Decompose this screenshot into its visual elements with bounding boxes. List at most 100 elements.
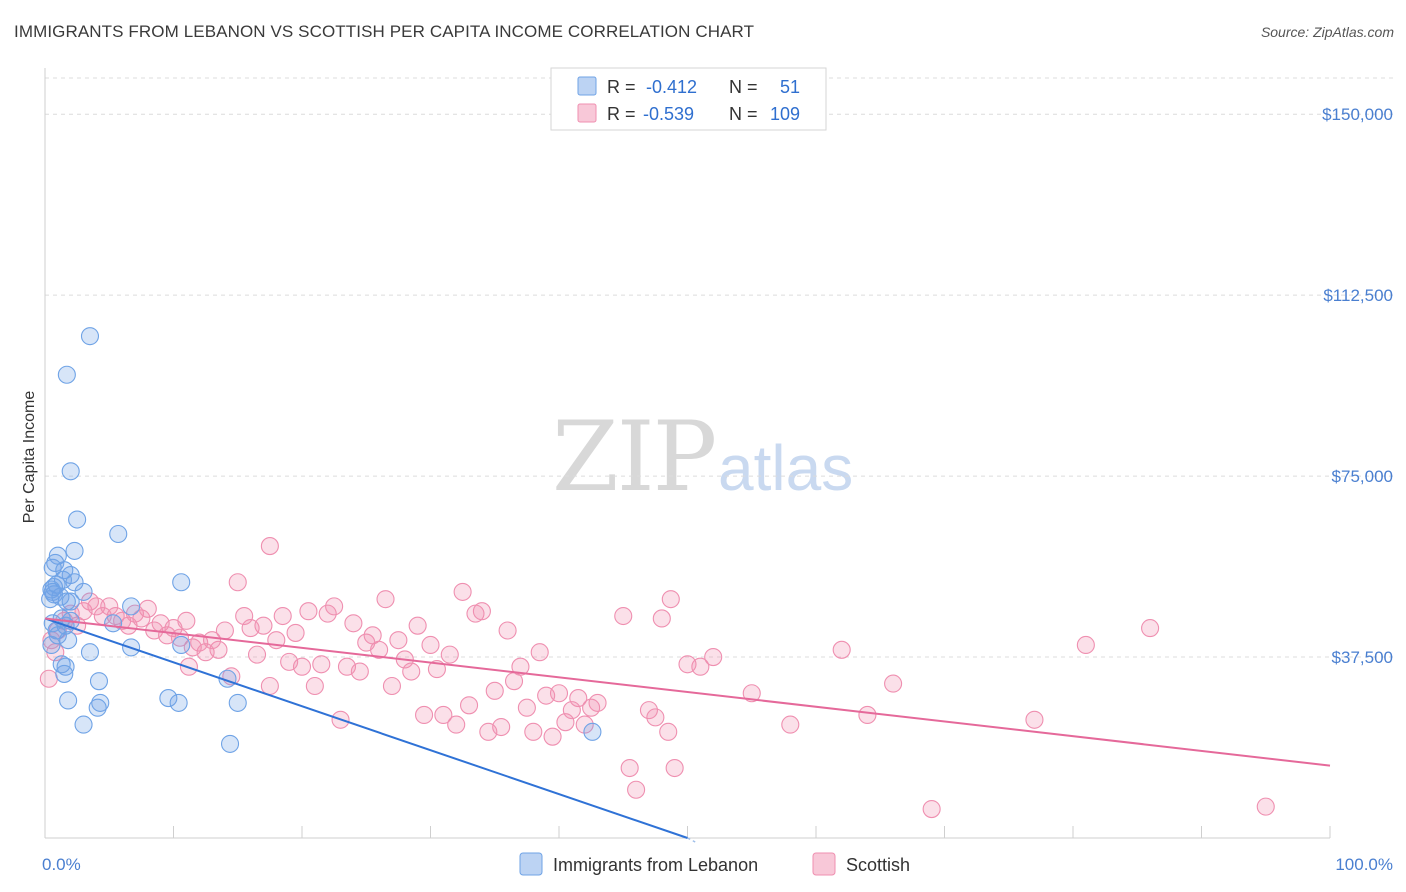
scatter-point (453, 582, 472, 601)
scatter-point (492, 717, 511, 737)
legend-r-label-1: R = (607, 77, 636, 97)
scatter-point (215, 621, 234, 640)
scatter-point (575, 715, 594, 734)
scatter-point (43, 558, 62, 577)
scatter-point (370, 640, 389, 659)
scatter-point (88, 698, 107, 717)
scatter-point (80, 327, 100, 346)
scatter-point (46, 553, 65, 573)
y-tick-label: $75,000 (1332, 467, 1393, 486)
scatter-point (350, 662, 369, 681)
scatter-point (440, 645, 459, 664)
scatter-point (922, 799, 941, 819)
legend-n-label-1: N = (729, 77, 758, 97)
series-legend-swatch-lebanon (519, 852, 543, 876)
scatter-point (325, 597, 344, 616)
y-tick-label: $112,500 (1323, 286, 1393, 305)
scatter-point (247, 645, 267, 664)
scatter-point (89, 672, 109, 691)
scatter-point (65, 541, 84, 560)
scatter-point (260, 537, 279, 556)
scatter-point (169, 693, 188, 712)
scatter-point (661, 590, 680, 609)
series-legend: Immigrants from Lebanon Scottish (519, 852, 910, 876)
scatter-point (177, 611, 196, 630)
scatter-point (312, 655, 331, 674)
scatter-point (61, 592, 80, 611)
x-tick-label: 0.0% (42, 855, 81, 874)
trend-line (44, 617, 1331, 767)
source-credit: Source: ZipAtlas.com (1260, 24, 1394, 40)
trend-line (44, 617, 688, 839)
watermark-atlas: atlas (718, 432, 853, 504)
scatter-point (203, 631, 222, 650)
legend-r-label-2: R = (607, 104, 636, 124)
scatter-point (286, 623, 305, 642)
scatter-point (530, 643, 549, 662)
legend-n-label-2: N = (729, 104, 758, 124)
scatter-point (59, 631, 78, 650)
scatter-point (459, 696, 479, 715)
scatter-point (543, 727, 562, 746)
scatter-point (742, 684, 761, 703)
scatter-point (434, 705, 453, 725)
scatter-point (376, 590, 395, 609)
scatter-point (74, 715, 93, 734)
legend-n-value-1: 51 (780, 77, 800, 97)
scatter-point (318, 604, 337, 623)
scatter-point (42, 635, 61, 655)
scatter-point (80, 643, 100, 662)
scatter-point (122, 597, 141, 616)
scatter-point (56, 657, 75, 676)
scatter-point (292, 657, 312, 676)
scatter-point (172, 635, 191, 655)
y-axis-label: Per Capita Income (21, 391, 38, 524)
scatter-point (68, 510, 87, 529)
scatter-point (704, 647, 723, 667)
scatter-point (832, 640, 851, 659)
scatter-point (511, 657, 530, 676)
scatter-point (1256, 797, 1275, 816)
scatter-point (109, 524, 128, 544)
scatter-point (65, 573, 84, 592)
gridlines (45, 77, 1395, 658)
trend-line-extension (687, 837, 696, 843)
scatter-point (220, 734, 240, 753)
scatter-point (665, 758, 684, 778)
scatter-point (588, 693, 607, 712)
x-tick-label: 100.0% (1335, 855, 1393, 874)
legend-r-value-2: -0.539 (643, 104, 694, 124)
series-legend-label-scottish: Scottish (846, 855, 910, 875)
series-lebanon (41, 327, 602, 753)
x-tick-labels: 0.0% 100.0% (42, 855, 1393, 874)
scatter-point (1076, 635, 1095, 655)
scatter-point (569, 689, 588, 708)
chart-title: IMMIGRANTS FROM LEBANON VS SCOTTISH PER … (14, 22, 755, 41)
scatter-point (55, 664, 74, 683)
scatter-point (228, 573, 247, 592)
scatter-point (646, 708, 665, 727)
scatter-point (524, 722, 543, 741)
scatter-point (884, 674, 903, 693)
scatter-point (132, 609, 151, 628)
series-legend-label-lebanon: Immigrants from Lebanon (553, 855, 758, 875)
scatter-point (408, 616, 427, 635)
scatter-point (421, 635, 440, 655)
scatter-point (691, 657, 710, 676)
scatter-point (100, 597, 119, 616)
scatter-point (639, 701, 659, 720)
scatter-point (652, 609, 671, 628)
scatter-point (299, 602, 318, 621)
scatter-point (74, 582, 93, 601)
legend-r-value-1: -0.412 (646, 77, 697, 97)
scatter-point (485, 681, 504, 700)
scatter-point (209, 640, 228, 659)
scatter-point (57, 365, 76, 384)
scatter-point (427, 660, 446, 679)
scatter-point (858, 705, 877, 725)
trend-lines (44, 617, 1331, 843)
scatter-point (1141, 619, 1160, 638)
scatter-point (583, 722, 602, 741)
legend-n-value-2: 109 (770, 104, 800, 124)
